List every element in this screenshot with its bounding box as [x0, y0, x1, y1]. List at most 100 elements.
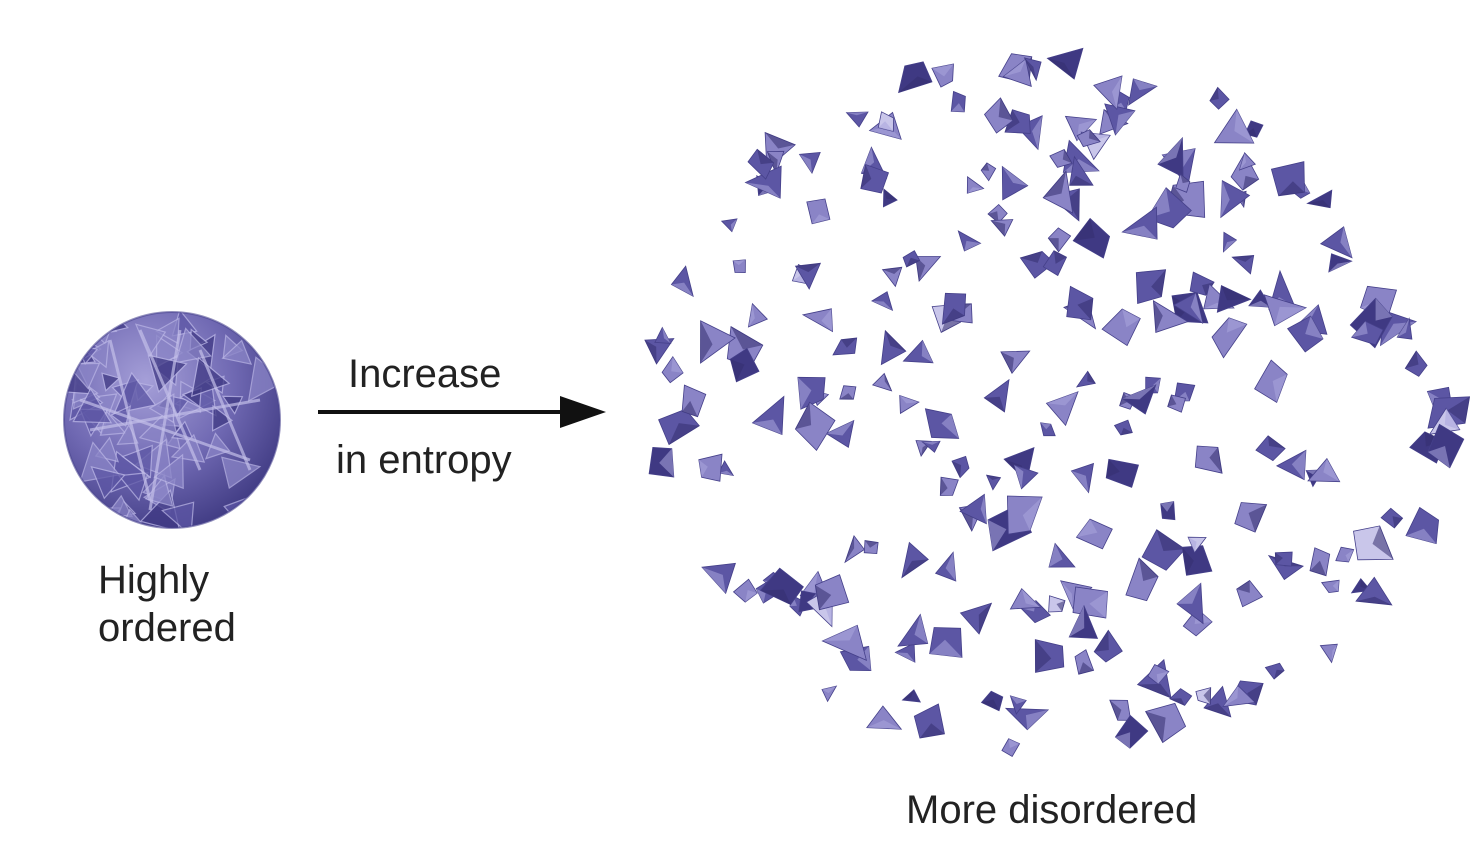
fragment [1147, 663, 1170, 685]
fragment-facet [752, 419, 782, 435]
fragment [1046, 47, 1084, 80]
fragment-facet [922, 441, 940, 445]
fragment-facet [1444, 408, 1460, 430]
fragment [729, 347, 760, 383]
fragment-facet [1040, 422, 1051, 430]
fragment [951, 455, 970, 479]
fragment-face [1046, 47, 1084, 80]
fragment-facet [978, 603, 992, 634]
fragment [1040, 422, 1056, 437]
fragment [860, 163, 890, 194]
fragment [1042, 170, 1074, 214]
fragment [1231, 255, 1255, 275]
fragment-face [1319, 643, 1338, 664]
fragment-face [1135, 269, 1167, 305]
fragment-facet [1115, 732, 1131, 749]
fragment-facet [700, 320, 713, 364]
fragment [924, 408, 960, 439]
fragment [1072, 217, 1111, 259]
sphere-facet [221, 456, 262, 489]
fragment-facet [895, 652, 915, 663]
fragment [1075, 370, 1096, 388]
sphere-lattice-line [138, 329, 202, 471]
fragment-face [921, 440, 941, 453]
fragment-face [957, 230, 982, 252]
fragment-facet [1372, 525, 1394, 560]
sphere-lattice-line [108, 339, 152, 501]
arrow-label-line1: Increase [348, 352, 502, 396]
fragment-facet [795, 263, 821, 273]
fragment-facet [1047, 58, 1075, 80]
fragment-facet [980, 494, 987, 524]
fragment-facet [1203, 687, 1211, 705]
fragment-facet [1077, 298, 1093, 320]
fragment-facet [1160, 501, 1174, 512]
fragment [844, 534, 865, 564]
fragment [985, 474, 1002, 491]
fragment-facet [1112, 75, 1122, 110]
fragment-facet [671, 356, 684, 373]
fragment-facet [1139, 558, 1159, 581]
fragment-facet [841, 337, 857, 348]
fragment [957, 230, 982, 252]
fragment-face [1238, 152, 1257, 171]
fragment [1113, 419, 1133, 436]
fragment-facet [1291, 450, 1306, 480]
fragment-facet [1020, 251, 1043, 263]
fragment-facet [765, 132, 796, 149]
fragment [1254, 359, 1288, 403]
fragment-facet [1022, 497, 1043, 531]
fragment [1006, 495, 1043, 535]
fragment-facet [1248, 300, 1271, 308]
sphere-facet [64, 328, 97, 367]
fragment-facet [821, 308, 833, 332]
fragment [801, 308, 834, 333]
fragment-facet [1089, 129, 1101, 142]
sphere-facet [101, 372, 121, 392]
fragment-facet [1004, 459, 1027, 482]
fragment-face [983, 378, 1010, 413]
fragment-facet [865, 540, 879, 548]
fragment [797, 376, 826, 410]
fragment-face [898, 61, 933, 94]
fragment-facet [952, 461, 962, 478]
fragment-face [1145, 702, 1187, 744]
fragment-facet [812, 214, 830, 224]
fragment [1396, 317, 1413, 340]
fragment-facet [1248, 504, 1267, 533]
fragment-facet [882, 267, 902, 274]
fragment-facet [1158, 137, 1183, 165]
fragment [658, 408, 700, 446]
fragment [1074, 649, 1095, 675]
fragment [902, 339, 934, 364]
fragment [1263, 294, 1308, 327]
fragment [814, 574, 850, 611]
fragment-facet [902, 689, 914, 701]
sphere-lattice-line [89, 398, 261, 432]
fragment-facet [1073, 218, 1095, 241]
sphere-lattice-line [148, 329, 182, 511]
fragment-facet [1221, 285, 1251, 301]
fragment-facet [1010, 695, 1027, 704]
fragment-facet [1078, 662, 1094, 675]
fragment [871, 372, 893, 392]
fragment-face [866, 705, 903, 730]
fragment [921, 440, 941, 453]
fragment [915, 256, 942, 283]
fragment-facet [1076, 519, 1098, 538]
fragment-facet [981, 699, 1000, 711]
fragment [1064, 115, 1098, 142]
fragment [1135, 269, 1167, 305]
fragment-facet [1056, 600, 1065, 612]
fragment [882, 188, 898, 208]
fragment-facet [906, 257, 920, 267]
fragment [1001, 165, 1029, 201]
fragment [1176, 582, 1204, 625]
fragment-facet [1328, 261, 1352, 272]
fragment-facet [1305, 316, 1323, 339]
fragment [1213, 108, 1255, 144]
fragment-facet [718, 470, 734, 476]
fragment [1048, 595, 1066, 613]
fragment-facet [931, 64, 954, 77]
fragment [941, 292, 967, 325]
